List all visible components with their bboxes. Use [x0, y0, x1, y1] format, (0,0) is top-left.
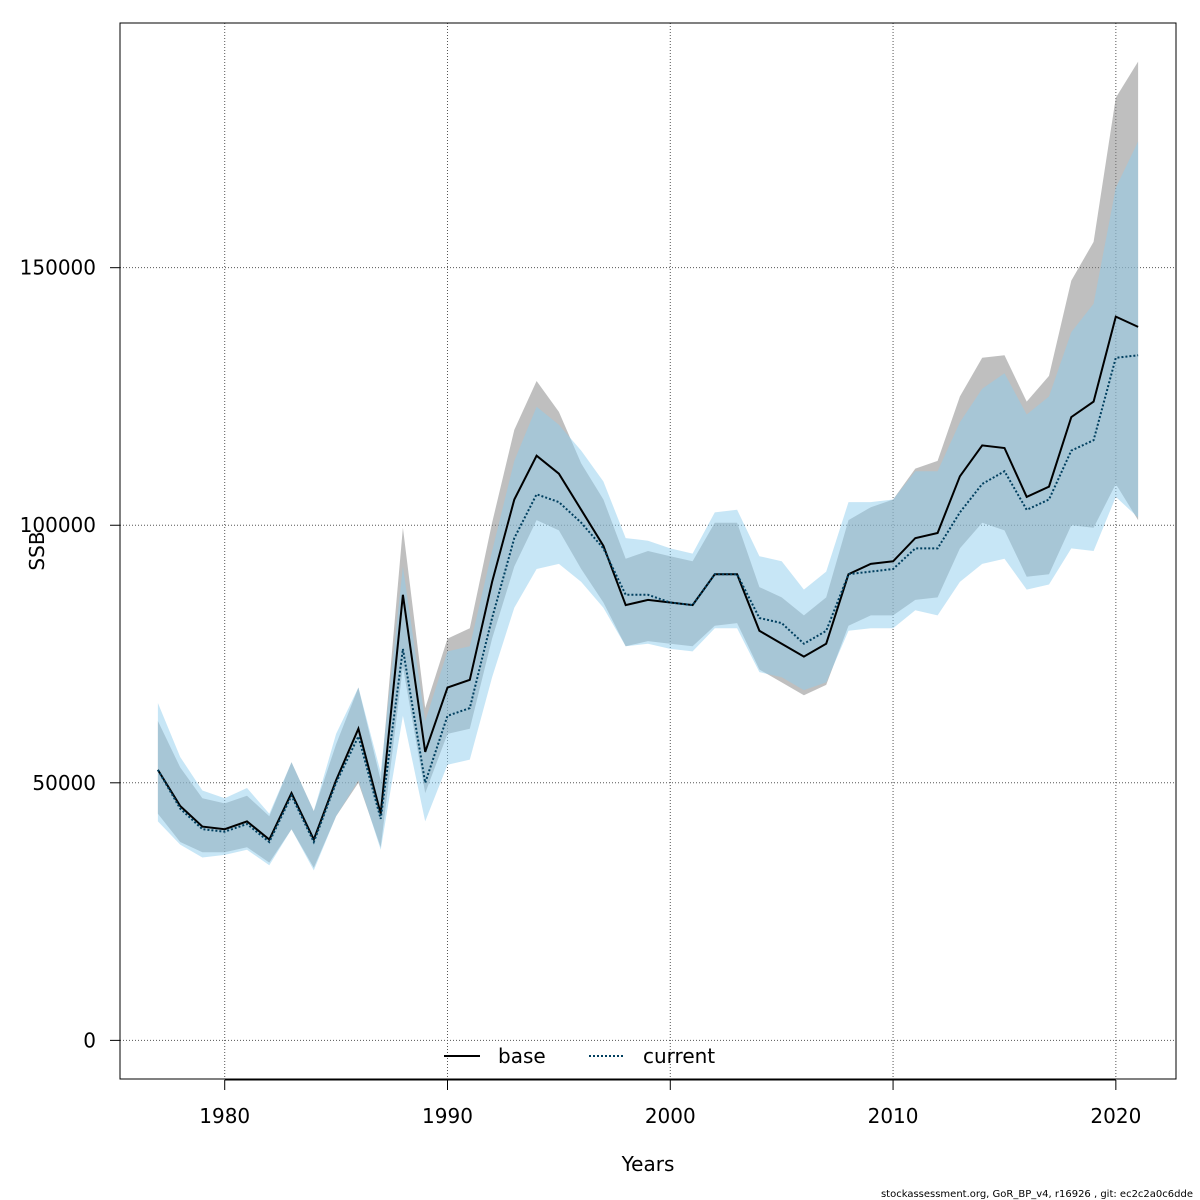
- data-point-current-2005: [781, 622, 783, 624]
- legend: base current: [444, 1044, 715, 1068]
- y-axis-title: SSB: [25, 531, 49, 570]
- data-point-base-1981: [246, 820, 248, 822]
- data-point-base-2005: [781, 643, 783, 645]
- data-point-current-1982: [268, 841, 270, 843]
- confidence-bands: [157, 61, 1139, 871]
- data-point-base-2020: [1115, 316, 1117, 318]
- data-point-current-1978: [179, 808, 181, 810]
- data-point-current-1983: [291, 795, 293, 797]
- data-point-base-1993: [513, 499, 515, 501]
- legend-label-base: base: [498, 1044, 546, 1068]
- data-point-base-1996: [580, 509, 582, 511]
- data-point-current-2018: [1070, 450, 1072, 452]
- x-tick-label-2010: 2010: [868, 1104, 919, 1128]
- data-point-current-1994: [536, 493, 538, 495]
- data-point-base-2017: [1048, 486, 1050, 488]
- data-point-current-1980: [224, 831, 226, 833]
- y-tick-label-50000: 50000: [32, 771, 96, 795]
- data-point-base-2007: [825, 643, 827, 645]
- data-point-current-1984: [313, 841, 315, 843]
- data-point-base-1991: [469, 679, 471, 681]
- x-tick-label-2000: 2000: [645, 1104, 696, 1128]
- data-point-base-1998: [625, 604, 627, 606]
- data-point-current-1992: [491, 617, 493, 619]
- x-tick-label-1990: 1990: [422, 1104, 473, 1128]
- data-point-current-2019: [1093, 439, 1095, 441]
- data-point-base-1994: [536, 455, 538, 457]
- data-point-current-2016: [1026, 509, 1028, 511]
- x-axis-title: Years: [621, 1152, 675, 1176]
- data-point-current-1995: [558, 501, 560, 503]
- data-point-base-1990: [447, 687, 449, 689]
- data-point-current-2017: [1048, 499, 1050, 501]
- data-point-base-2021: [1137, 326, 1139, 328]
- data-point-current-2008: [848, 573, 850, 575]
- series-line-base: [157, 315, 1139, 843]
- data-point-base-2009: [870, 563, 872, 565]
- data-point-current-2004: [758, 617, 760, 619]
- data-point-current-2013: [959, 511, 961, 513]
- data-point-current-2014: [981, 483, 983, 485]
- data-point-current-2020: [1115, 357, 1117, 359]
- data-point-current-1991: [469, 707, 471, 709]
- data-point-base-2014: [981, 444, 983, 446]
- data-point-base-2010: [892, 560, 894, 562]
- data-point-base-2006: [803, 656, 805, 658]
- axes: 1980 1990 2000 2010 2020 0 50000 100000 150000: [20, 256, 1142, 1128]
- data-point-current-2010: [892, 568, 894, 570]
- data-point-base-1978: [179, 805, 181, 807]
- data-point-current-1988: [402, 648, 404, 650]
- data-point-base-2004: [758, 630, 760, 632]
- data-point-current-2011: [914, 547, 916, 549]
- footer-note: stockassessment.org, GoR_BP_v4, r16926 ,…: [881, 1189, 1193, 1200]
- data-point-base-1980: [224, 828, 226, 830]
- data-point-base-1999: [647, 599, 649, 601]
- data-point-current-2012: [937, 547, 939, 549]
- y-tick-label-100000: 100000: [20, 513, 96, 537]
- y-tick-label-0: 0: [83, 1028, 96, 1052]
- data-point-base-1986: [357, 728, 359, 730]
- data-point-current-1993: [513, 537, 515, 539]
- data-point-base-2016: [1026, 496, 1028, 498]
- data-point-base-2012: [937, 532, 939, 534]
- data-point-base-2015: [1004, 447, 1006, 449]
- x-tick-label-1980: 1980: [199, 1104, 250, 1128]
- y-tick-label-150000: 150000: [20, 256, 96, 280]
- series-lines: [157, 315, 1139, 845]
- data-point-current-2002: [714, 573, 716, 575]
- data-point-current-1981: [246, 823, 248, 825]
- data-point-base-1995: [558, 473, 560, 475]
- data-point-base-1988: [402, 594, 404, 596]
- data-point-base-2019: [1093, 401, 1095, 403]
- data-point-current-1989: [424, 782, 426, 784]
- data-point-current-2001: [692, 604, 694, 606]
- data-point-base-1992: [491, 581, 493, 583]
- data-point-current-1986: [357, 735, 359, 737]
- data-point-current-1985: [335, 782, 337, 784]
- data-point-current-2007: [825, 630, 827, 632]
- data-point-current-2003: [736, 573, 738, 575]
- data-point-current-1990: [447, 715, 449, 717]
- confidence-band-current: [157, 141, 1139, 871]
- data-point-current-2000: [669, 602, 671, 604]
- data-point-current-1987: [380, 818, 382, 820]
- x-tick-label-2020: 2020: [1090, 1104, 1141, 1128]
- data-point-current-1997: [602, 547, 604, 549]
- data-point-current-2006: [803, 643, 805, 645]
- data-point-current-1999: [647, 594, 649, 596]
- data-point-current-1979: [201, 828, 203, 830]
- data-point-current-2015: [1004, 470, 1006, 472]
- data-point-current-1977: [157, 769, 159, 771]
- data-point-base-1989: [424, 751, 426, 753]
- data-point-current-2021: [1137, 354, 1139, 356]
- legend-label-current: current: [643, 1044, 715, 1068]
- data-point-current-1996: [580, 522, 582, 524]
- data-point-current-2009: [870, 571, 872, 573]
- data-point-base-2011: [914, 537, 916, 539]
- data-point-current-1998: [625, 594, 627, 596]
- series-line-current: [157, 354, 1139, 845]
- data-point-base-2013: [959, 475, 961, 477]
- data-point-base-2018: [1070, 416, 1072, 418]
